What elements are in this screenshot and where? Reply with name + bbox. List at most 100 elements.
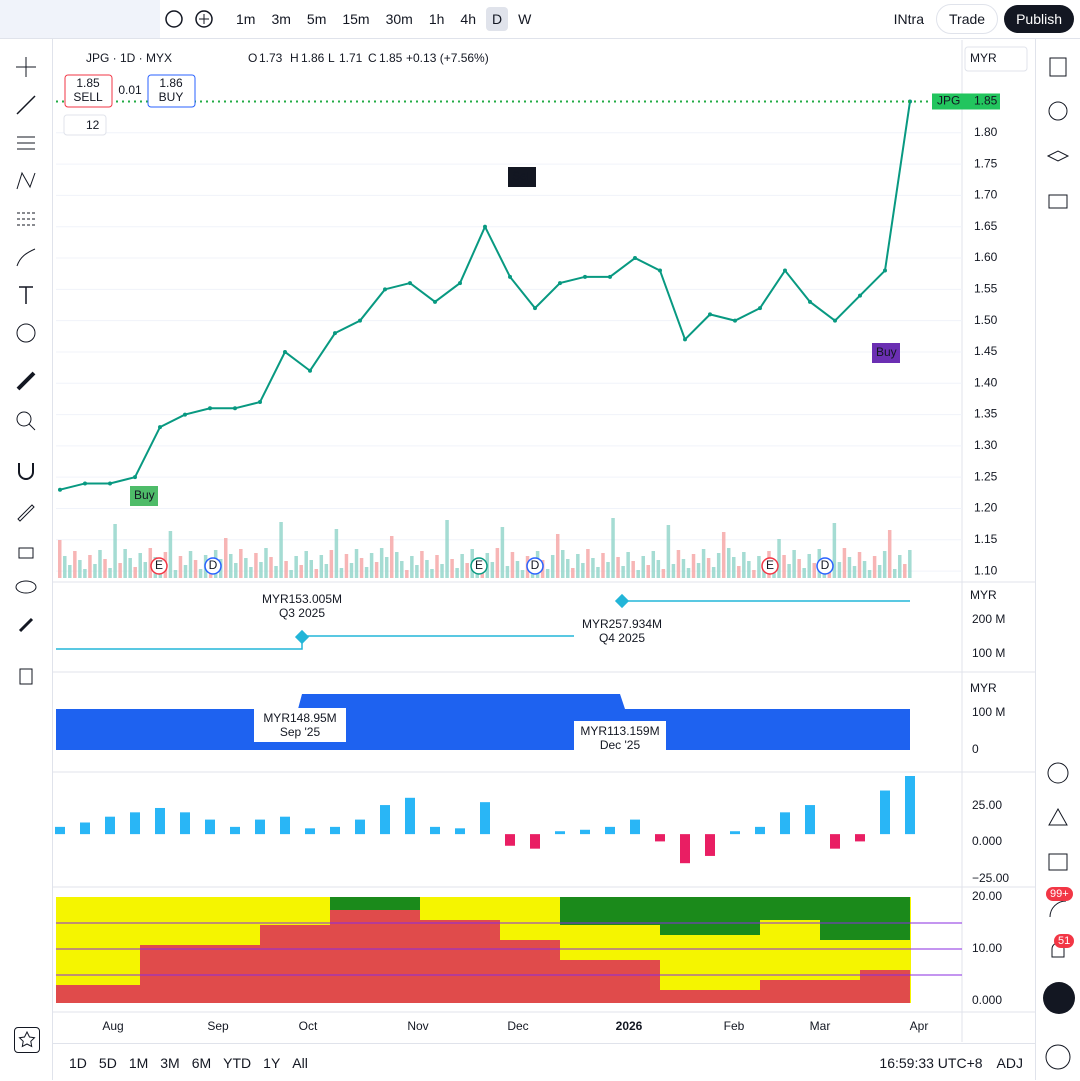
favorites-tool[interactable]: [14, 1027, 40, 1053]
range-button[interactable]: 5D: [98, 1054, 117, 1071]
interval-button[interactable]: 3m: [271, 11, 291, 27]
magnet-tool[interactable]: [14, 459, 38, 483]
volume-bar: [787, 564, 791, 578]
volume-bar: [490, 562, 495, 578]
volume-bar: [852, 566, 857, 578]
interval-button[interactable]: 30m: [385, 11, 413, 27]
interval-button[interactable]: W: [518, 11, 532, 27]
y-tick-label: −25.00: [972, 871, 1009, 885]
forecast-tool[interactable]: [14, 207, 38, 231]
volume-bar: [681, 559, 686, 578]
event-marker: [761, 557, 779, 575]
interval-button[interactable]: 15m: [342, 11, 370, 27]
text-tool[interactable]: [14, 283, 38, 307]
currency-label: MYR: [970, 588, 997, 602]
volume-bar: [807, 554, 811, 578]
alerts-icon[interactable]: [1046, 99, 1070, 123]
interval-button[interactable]: 1h: [428, 11, 445, 27]
calendar-icon[interactable]: [1046, 849, 1070, 873]
help-icon[interactable]: [1044, 1043, 1072, 1071]
signal-label: Sell: [512, 169, 532, 183]
interval-button[interactable]: 5m: [306, 11, 327, 27]
volume-bar: [445, 520, 449, 578]
stay-drawing-tool[interactable]: [14, 499, 38, 523]
chat-icon[interactable]: [1046, 191, 1070, 215]
volume-bar: [726, 548, 731, 578]
fib-tool[interactable]: [14, 131, 38, 155]
range-button[interactable]: 1D: [69, 1054, 87, 1071]
lock-tool[interactable]: [14, 537, 38, 561]
price-point: [333, 331, 337, 336]
range-button[interactable]: 3M: [160, 1054, 180, 1071]
oscillator-bar: [305, 828, 315, 835]
volume-bar: [118, 563, 122, 578]
y-tick-label: 1.80: [974, 125, 998, 139]
event-marker: [816, 557, 834, 575]
ruler-tool[interactable]: [14, 369, 38, 393]
volume-bar: [128, 558, 132, 578]
oscillator-bar: [280, 816, 290, 835]
volume-bar: [349, 563, 354, 578]
y-tick-label: 1.25: [974, 469, 998, 483]
link-tool[interactable]: [14, 613, 38, 637]
watchlist-icon[interactable]: [1046, 55, 1070, 79]
apps-icon[interactable]: [1042, 981, 1076, 1015]
range-button[interactable]: 1Y: [263, 1054, 281, 1071]
trade-button[interactable]: Trade: [936, 4, 999, 34]
drawing-toolbar-handle[interactable]: [0, 0, 160, 38]
event-label: D: [531, 558, 540, 572]
publish-button[interactable]: Publish: [1004, 5, 1074, 33]
visibility-tool[interactable]: [14, 575, 38, 599]
interval-button[interactable]: D: [485, 7, 509, 31]
interval-button[interactable]: 4h: [460, 11, 476, 27]
oscillator-bar: [830, 834, 840, 849]
volume-bar: [626, 552, 630, 578]
scripts-icon[interactable]: [1046, 805, 1070, 829]
x-tick-label: Sep: [207, 1019, 229, 1033]
volume-bar: [797, 559, 801, 578]
event-marker: [470, 557, 488, 575]
volume-bar: [319, 555, 324, 578]
range-button[interactable]: All: [292, 1054, 308, 1071]
alert-icon[interactable]: [160, 7, 190, 31]
volume-bar: [656, 560, 661, 578]
brush-tool[interactable]: [14, 245, 38, 269]
pattern-tool[interactable]: [14, 169, 38, 193]
interval-button[interactable]: 1m: [236, 11, 256, 27]
volume-bar: [279, 522, 283, 578]
volume-bar: [435, 555, 439, 578]
volume-bar: [571, 568, 575, 578]
trendline-tool[interactable]: [14, 93, 38, 117]
zoom-tool[interactable]: [14, 409, 38, 433]
sell-price: 1.85: [76, 76, 100, 90]
volume-bar: [520, 570, 525, 578]
oscillator-bar: [255, 819, 265, 835]
volume-bar: [405, 570, 409, 578]
indicator-count: 12: [86, 118, 100, 132]
indicator-toggle: [63, 114, 107, 136]
adjust-toggle[interactable]: ADJ: [996, 1054, 1023, 1071]
volume-bar: [108, 568, 112, 578]
price-point: [233, 406, 237, 411]
range-button[interactable]: 6M: [191, 1054, 212, 1071]
add-symbol-icon[interactable]: [190, 7, 220, 31]
right-sidebar: 99+ 51: [1035, 39, 1080, 1080]
signal-label: Buy: [876, 345, 897, 359]
ideas-icon[interactable]: [1046, 761, 1070, 785]
notification-badge: 99+: [1046, 887, 1073, 901]
range-button[interactable]: YTD: [223, 1054, 252, 1071]
stream-icon[interactable]: [1046, 897, 1070, 921]
volume-bar: [892, 569, 897, 578]
crosshair-tool[interactable]: [14, 55, 38, 79]
layers-icon[interactable]: [1046, 147, 1070, 171]
remove-tool[interactable]: [14, 663, 38, 687]
range-button[interactable]: 1M: [128, 1054, 149, 1071]
volume-bar: [223, 538, 228, 578]
account-name[interactable]: INtra: [893, 11, 925, 27]
y-tick-label: 200 M: [972, 612, 1005, 626]
emoji-tool[interactable]: [14, 321, 38, 345]
volume-bar: [641, 556, 645, 578]
oscillator-bar: [880, 790, 890, 835]
volume-bar: [898, 555, 902, 578]
price-point: [408, 281, 412, 286]
